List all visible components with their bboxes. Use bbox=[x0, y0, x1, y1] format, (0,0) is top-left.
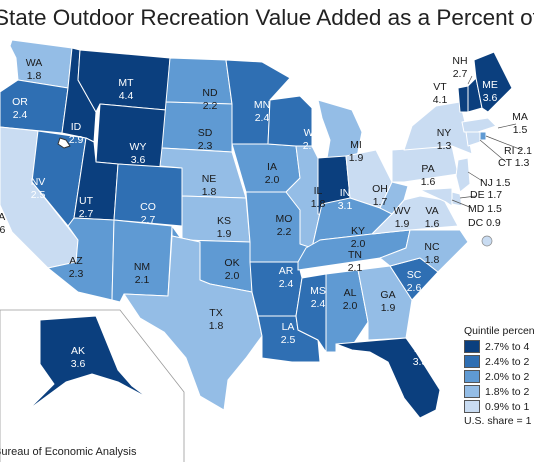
state-hi bbox=[57, 137, 71, 149]
state-ar bbox=[249, 261, 303, 317]
state-ma bbox=[461, 117, 497, 133]
legend-item: 2.0% to 2 bbox=[464, 369, 534, 384]
leader-line-ma bbox=[497, 123, 517, 129]
state-ak bbox=[27, 315, 149, 411]
state-label-tx: TX 1.8 bbox=[209, 307, 224, 332]
legend-label: 0.9% to 1 bbox=[485, 400, 530, 413]
state-label-or: OR 2.4 bbox=[12, 96, 28, 121]
state-label-ia: IA 2.0 bbox=[265, 161, 280, 186]
state-nd bbox=[165, 57, 233, 105]
state-nc bbox=[379, 229, 469, 273]
state-ct bbox=[465, 131, 481, 147]
state-label-ut: UT 2.7 bbox=[79, 195, 94, 220]
us-share-note: U.S. share = 1 bbox=[464, 415, 532, 427]
state-label-ca: CA1.6 bbox=[0, 211, 5, 236]
state-label-sc: SC 2.6 bbox=[407, 269, 422, 294]
state-wv bbox=[379, 181, 409, 215]
state-label-wi: WI 2.4 bbox=[303, 127, 318, 152]
state-label-mi: MI 1.9 bbox=[349, 139, 364, 164]
state-label-wa: WA 1.8 bbox=[26, 57, 43, 82]
state-il bbox=[285, 145, 323, 249]
legend-swatch bbox=[464, 370, 480, 383]
state-ny bbox=[403, 101, 473, 155]
state-label-ne: NE 1.8 bbox=[202, 173, 217, 198]
legend-item: 2.4% to 2 bbox=[464, 354, 534, 369]
state-label-az: AZ 2.3 bbox=[69, 255, 84, 280]
legend: Quintile percent 2.7% to 4 2.4% to 2 2.0… bbox=[464, 324, 534, 429]
state-label-me: ME 3.6 bbox=[482, 79, 498, 104]
state-label-ct: CT 1.3 bbox=[498, 157, 529, 169]
state-label-co: CO 2.7 bbox=[140, 201, 156, 226]
state-label-pa: PA 1.6 bbox=[421, 163, 436, 188]
state-label-nc: NC 1.8 bbox=[424, 241, 440, 266]
state-label-va: VA 1.6 bbox=[425, 205, 440, 230]
state-tx bbox=[123, 235, 263, 411]
leader-line-nh bbox=[467, 75, 473, 85]
state-fl bbox=[335, 337, 441, 419]
legend-swatch bbox=[464, 340, 480, 353]
leader-line-ct bbox=[479, 139, 507, 163]
state-label-ri: RI 2.1 bbox=[504, 145, 532, 157]
state-label-in: IN 3.1 bbox=[338, 187, 353, 212]
state-label-mn: MN 2.4 bbox=[254, 99, 270, 124]
state-vt bbox=[457, 85, 469, 113]
state-label-wv: WV 1.9 bbox=[394, 205, 411, 230]
state-label-md: MD 1.5 bbox=[468, 203, 502, 215]
state-label-il: IL 1.8 bbox=[311, 185, 326, 210]
leader-line-ri bbox=[485, 135, 523, 151]
state-label-sd: SD 2.3 bbox=[198, 127, 213, 152]
legend-label: 2.4% to 2 bbox=[485, 355, 530, 368]
legend-item: 0.9% to 1 bbox=[464, 399, 534, 414]
state-or bbox=[0, 79, 69, 134]
legend-swatch bbox=[464, 385, 480, 398]
legend-label: 1.8% to 2 bbox=[485, 385, 530, 398]
state-label-ks: KS 1.9 bbox=[217, 215, 232, 240]
state-label-fl: FL 3.3 bbox=[413, 343, 428, 368]
state-label-ny: NY 1.3 bbox=[437, 127, 452, 152]
state-label-nj: NJ 1.5 bbox=[480, 177, 511, 189]
state-label-ga: GA 1.9 bbox=[380, 289, 395, 314]
state-label-mo: MO 2.2 bbox=[276, 213, 293, 238]
legend-swatch bbox=[464, 400, 480, 413]
state-label-ky: KY 2.0 bbox=[351, 225, 366, 250]
state-label-id: ID 2.9 bbox=[69, 121, 84, 146]
state-label-nv: NV 2.5 bbox=[31, 176, 46, 201]
state-label-ok: OK 2.0 bbox=[224, 257, 239, 282]
legend-label: 2.7% to 4 bbox=[485, 340, 530, 353]
state-label-dc: DC 0.9 bbox=[468, 217, 501, 229]
legend-title: Quintile percent bbox=[464, 325, 534, 337]
legend-swatch bbox=[464, 355, 480, 368]
state-label-oh: OH 1.7 bbox=[372, 183, 388, 208]
legend-item: 1.8% to 2 bbox=[464, 384, 534, 399]
state-me bbox=[473, 51, 513, 113]
state-ri bbox=[479, 131, 487, 141]
state-label-nm: NM 2.1 bbox=[134, 261, 150, 286]
legend-label: 2.0% to 2 bbox=[485, 370, 530, 383]
leader-line-de bbox=[459, 195, 477, 199]
leader-line-md bbox=[451, 199, 473, 209]
state-label-nd: ND 2.2 bbox=[202, 87, 218, 112]
map-title: State Outdoor Recreation Value Added as … bbox=[0, 5, 534, 30]
state-label-la: LA 2.5 bbox=[281, 321, 296, 346]
dc-marker bbox=[481, 235, 493, 247]
state-md bbox=[419, 187, 453, 207]
state-label-wy: WY 3.6 bbox=[130, 141, 147, 166]
state-label-ak: AK 3.6 bbox=[71, 345, 86, 370]
state-label-de: DE 1.7 bbox=[470, 189, 502, 201]
state-label-ma: MA 1.5 bbox=[512, 111, 528, 136]
state-label-ms: MS 2.4 bbox=[310, 285, 326, 310]
state-nj bbox=[455, 157, 471, 193]
state-label-al: AL 2.0 bbox=[343, 287, 358, 312]
leader-line-nj bbox=[467, 171, 485, 183]
state-label-tn: TN 2.1 bbox=[348, 249, 363, 274]
source-note: Bureau of Economic Analysis bbox=[0, 446, 137, 458]
legend-item: 2.7% to 4 bbox=[464, 339, 534, 354]
alaska-inset-frame bbox=[0, 309, 185, 462]
state-de bbox=[451, 191, 463, 207]
state-label-mt: MT 4.4 bbox=[118, 77, 134, 102]
state-label-vt: VT 4.1 bbox=[433, 81, 448, 106]
state-label-ar: AR 2.4 bbox=[279, 265, 294, 290]
state-label-nh: NH 2.7 bbox=[452, 55, 467, 80]
